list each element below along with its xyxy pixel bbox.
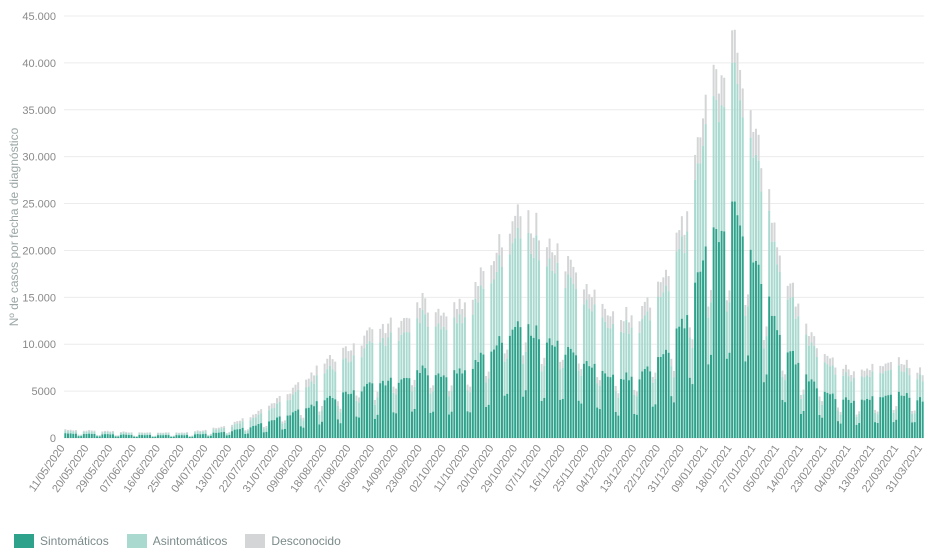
svg-text:35.000: 35.000 [22, 105, 56, 117]
legend-item-desconocido: Desconocido [245, 534, 340, 548]
legend-swatch [14, 534, 34, 548]
svg-text:30.000: 30.000 [22, 152, 56, 164]
svg-text:Nº de casos por fecha de diagn: Nº de casos por fecha de diagnóstico [7, 127, 21, 326]
cases-stacked-bar-chart: 0 5000 10.000 15.000 20.000 25.000 30.000 35.00… [0, 0, 940, 558]
legend: Sintomáticos Asintomáticos Desconocido [14, 534, 341, 548]
legend-swatch [245, 534, 265, 548]
legend-item-sintomaticos: Sintomáticos [14, 534, 109, 548]
svg-text:25.000: 25.000 [22, 199, 56, 211]
svg-text:0: 0 [50, 433, 56, 445]
legend-label: Sintomáticos [40, 534, 109, 548]
svg-text:20.000: 20.000 [22, 245, 56, 257]
chart-container: { "chart": { "type": "stacked-bar", "wid… [0, 0, 940, 558]
svg-text:10.000: 10.000 [22, 339, 56, 351]
svg-text:5000: 5000 [32, 386, 56, 398]
svg-text:15.000: 15.000 [22, 292, 56, 304]
svg-text:40.000: 40.000 [22, 58, 56, 70]
legend-item-asintomaticos: Asintomáticos [127, 534, 228, 548]
legend-label: Asintomáticos [153, 534, 228, 548]
legend-label: Desconocido [271, 534, 340, 548]
legend-swatch [127, 534, 147, 548]
svg-text:45.000: 45.000 [22, 11, 56, 23]
